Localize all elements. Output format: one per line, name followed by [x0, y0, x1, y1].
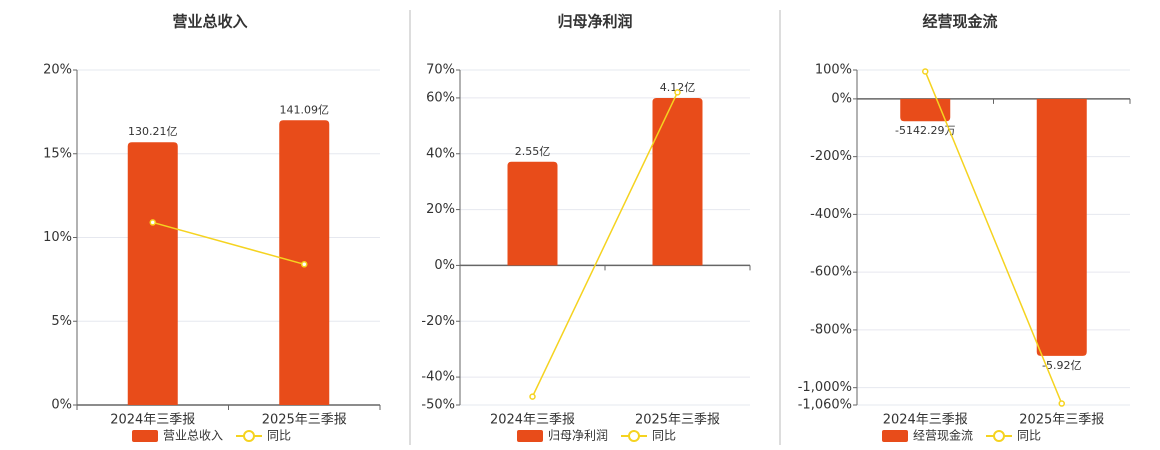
value-label: 130.21亿	[128, 125, 178, 138]
legend-swatch	[132, 430, 158, 442]
y-tick-label: -600%	[810, 265, 852, 280]
chart-title: 营业总收入	[172, 13, 247, 31]
bar	[652, 98, 703, 266]
y-tick-label: -1,060%	[798, 398, 852, 413]
legend-swatch	[882, 430, 908, 442]
y-tick-label: -50%	[421, 398, 455, 413]
legend-label: 同比	[1017, 429, 1041, 443]
value-label: -5142.29万	[895, 124, 955, 137]
y-tick-label: 0%	[51, 398, 72, 413]
line	[152, 221, 305, 266]
line	[924, 71, 1063, 404]
y-tick-label: 15%	[43, 146, 72, 161]
legend-label: 营业总收入	[163, 429, 223, 443]
line-point	[301, 261, 308, 268]
chart-title: 经营现金流	[922, 13, 997, 31]
y-tick-label: 0%	[434, 258, 455, 273]
y-tick-label: 60%	[426, 90, 455, 105]
x-tick-label: 2024年三季报	[490, 413, 575, 428]
legend-marker	[628, 430, 640, 442]
y-tick-label: 20%	[426, 202, 455, 217]
y-tick-label: 10%	[43, 230, 72, 245]
chart-title: 归母净利润	[557, 13, 632, 31]
y-tick-label: -40%	[421, 370, 455, 385]
bar	[1036, 98, 1087, 356]
y-tick-label: -200%	[810, 149, 852, 164]
y-tick-label: -20%	[421, 314, 455, 329]
y-tick-label: -1,000%	[798, 380, 852, 395]
line-point	[1058, 400, 1065, 407]
line-point	[149, 219, 156, 226]
line-point	[674, 89, 681, 96]
legend-label: 同比	[652, 429, 676, 443]
line-point	[922, 68, 929, 75]
value-label: 2.55亿	[515, 145, 551, 158]
legend-swatch	[517, 430, 543, 442]
bar	[900, 98, 951, 122]
legend-marker	[993, 430, 1005, 442]
x-tick-label: 2025年三季报	[635, 413, 720, 428]
legend-label: 同比	[267, 429, 291, 443]
y-tick-label: -800%	[810, 322, 852, 337]
y-tick-label: 0%	[831, 91, 852, 106]
y-tick-label: -400%	[810, 207, 852, 222]
line	[531, 92, 679, 397]
value-label: -5.92亿	[1042, 359, 1081, 372]
legend-label: 归母净利润	[548, 429, 608, 443]
x-tick-label: 2024年三季报	[883, 413, 968, 428]
y-tick-label: 20%	[43, 63, 72, 78]
value-label: 141.09亿	[280, 103, 330, 116]
x-tick-label: 2025年三季报	[1019, 413, 1104, 428]
bar	[127, 142, 178, 405]
x-tick-label: 2024年三季报	[110, 413, 195, 428]
y-tick-label: 5%	[51, 314, 72, 329]
y-tick-label: 70%	[426, 63, 455, 78]
y-tick-label: 100%	[815, 63, 852, 78]
x-tick-label: 2025年三季报	[262, 413, 347, 428]
legend-label: 经营现金流	[913, 428, 973, 443]
line-point	[529, 393, 536, 400]
bar	[507, 161, 558, 266]
y-tick-label: 40%	[426, 146, 455, 161]
legend-marker	[243, 430, 255, 442]
value-label: 4.12亿	[660, 81, 696, 94]
